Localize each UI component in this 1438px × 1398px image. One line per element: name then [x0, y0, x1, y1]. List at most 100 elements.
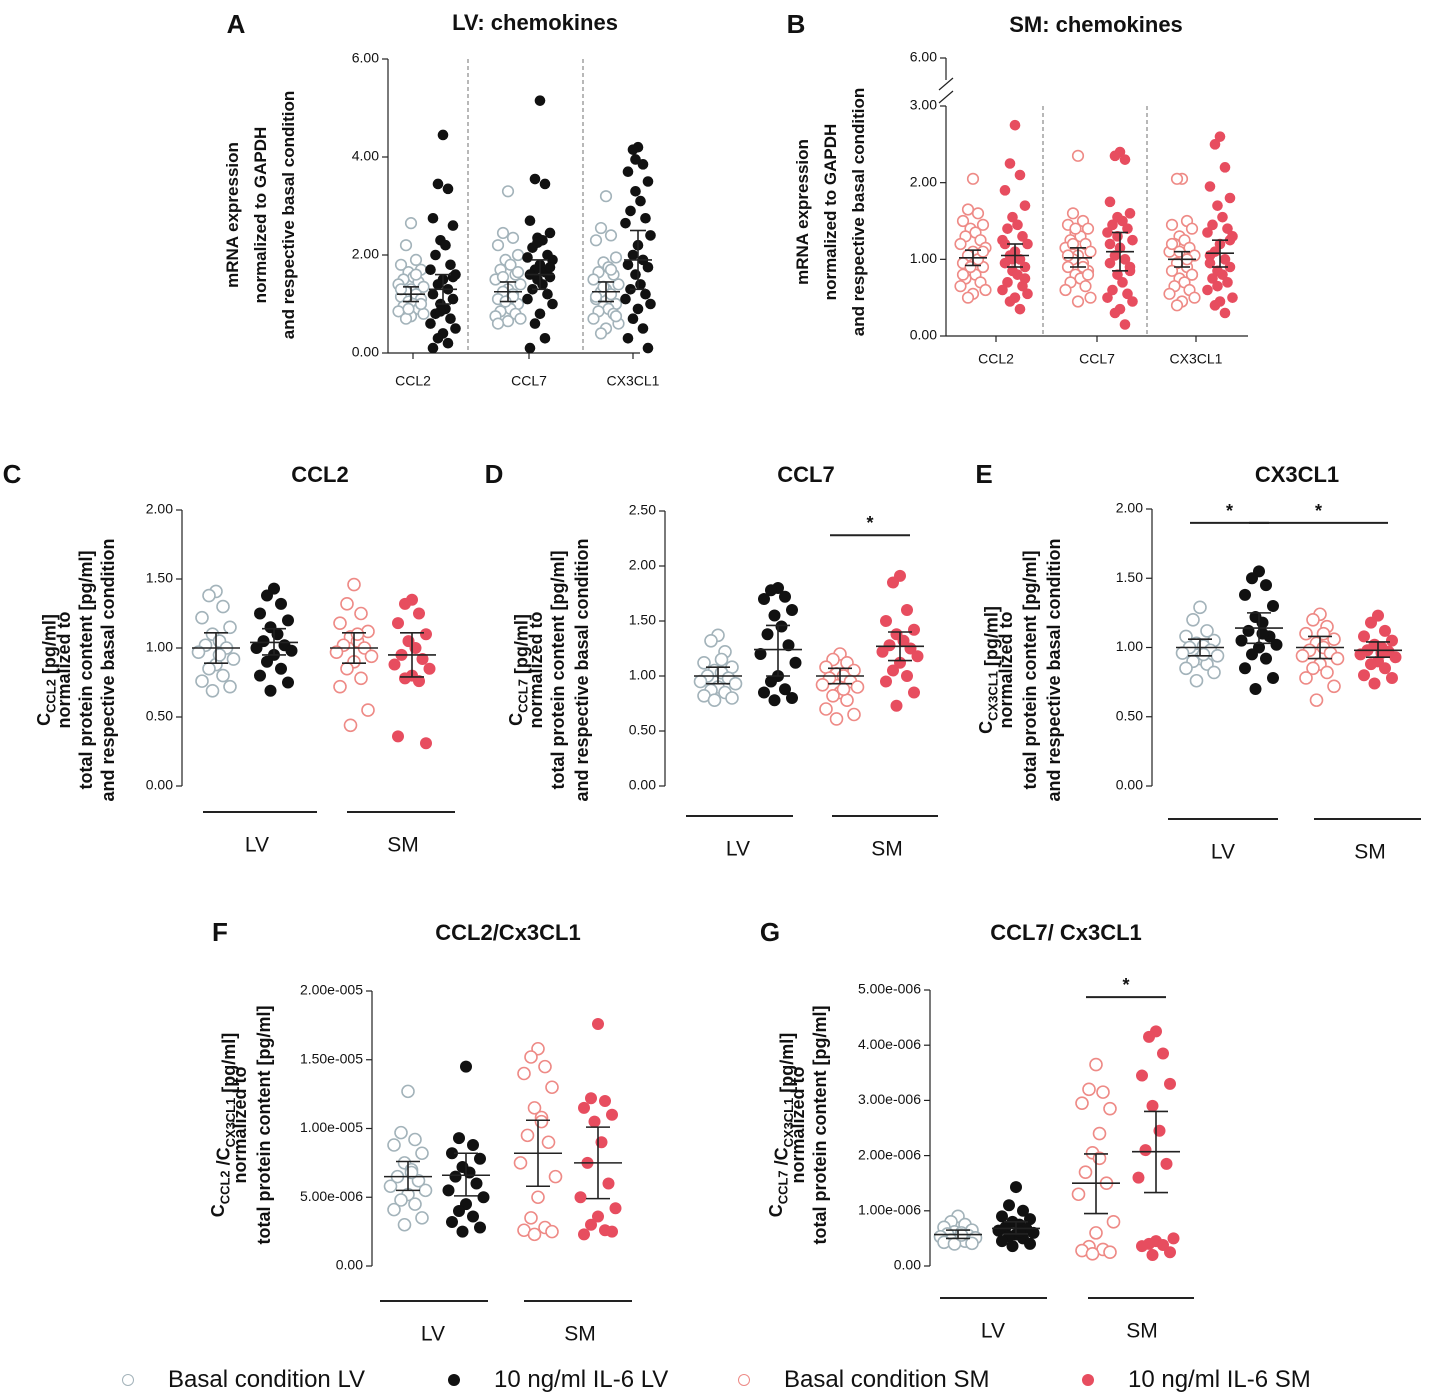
panel-e-point [1239, 588, 1251, 601]
panel-c-point [340, 597, 354, 611]
panel-a-point [627, 249, 639, 261]
panel-f-group-basal_lv [383, 1084, 433, 1232]
panel-f-point [387, 1138, 401, 1152]
panel-c-point [333, 679, 347, 694]
panel-f-point [418, 1183, 433, 1198]
panel-e-point [1193, 600, 1207, 615]
panel-a-letter: A [227, 9, 246, 39]
panel-f-point [585, 1218, 597, 1231]
panel-d-point [826, 688, 840, 703]
panel-b-point [1212, 280, 1223, 292]
panel-c-group-basal_lv [191, 584, 241, 698]
panel-g-group-label: SM [1126, 1320, 1158, 1343]
panel-a-x-tick-label: CX3CL1 [607, 373, 660, 389]
panel-b-group-il6_sm [1202, 131, 1238, 319]
panel-c-y-label: and respective basal condition [98, 538, 118, 801]
panel-b-point [1004, 158, 1016, 169]
panel-f-point [599, 1095, 611, 1107]
panel-a-point [597, 280, 610, 293]
panel-c-point [261, 589, 273, 602]
panel-e-point [1179, 629, 1193, 644]
panel-a-point [430, 249, 441, 261]
panel-g-point [1017, 1204, 1029, 1217]
panel-f-point [383, 1179, 398, 1194]
panel-e-group-label: LV [1211, 841, 1235, 864]
panel-f-point [477, 1191, 490, 1204]
panel-c-point [333, 616, 347, 630]
panel-e-y-tick-label: 1.50 [1116, 569, 1143, 585]
panel-f-point [588, 1115, 601, 1128]
panel-c-title: CCL2 [291, 462, 348, 487]
panel-f-point [524, 1050, 538, 1064]
panel-f-point [401, 1084, 415, 1099]
panel-a-point [620, 217, 631, 229]
panel-f-point [415, 1146, 429, 1161]
panel-a-point [394, 258, 408, 271]
panel-b-point [1217, 269, 1228, 280]
panel-b-point [1007, 211, 1018, 223]
legend-label-basal-sm: Basal condition SM [784, 1366, 990, 1393]
panel-c-y-label: normalized to [54, 611, 74, 728]
panel-a-point [537, 279, 548, 290]
panel-a-point [645, 298, 656, 310]
panel-b-break-label: 6.00 [910, 49, 937, 65]
panel-b-point [956, 214, 970, 228]
panel-a-point [399, 312, 413, 325]
panel-f-y-label: CCCL2 /CCX3CL1 [pg/ml] [208, 1033, 239, 1218]
panel-f-letter: F [212, 917, 228, 947]
panel-g-point [1106, 1215, 1121, 1229]
panel-f-point [527, 1101, 542, 1115]
panel-d-point [697, 655, 711, 670]
panel-b-y-tick-label: 1.00 [910, 250, 937, 266]
panel-b-point [961, 203, 975, 216]
panel-b-point [1002, 223, 1013, 234]
panel-f-point [517, 1066, 531, 1081]
panel-a-point [632, 303, 644, 315]
panel-e-point [1368, 677, 1381, 690]
panel-a-group-il6_lv [425, 129, 461, 354]
panel-f-point [578, 1101, 590, 1114]
panel-f-point [387, 1202, 401, 1217]
panel-e-point [1186, 612, 1200, 627]
panel-d-point [704, 633, 718, 648]
panel-g-point [996, 1210, 1008, 1223]
panel-b-point [1122, 288, 1133, 300]
panel-c-point [354, 671, 368, 686]
panel-d-group-il6_sm [876, 569, 924, 712]
panel-a-point [640, 212, 651, 224]
panel-b-point [1081, 268, 1095, 281]
panel-g-point [1078, 1165, 1093, 1179]
panel-d-point [707, 693, 722, 708]
panel-f-point [446, 1216, 458, 1228]
panel-f-point [397, 1217, 412, 1232]
panel-f-point [545, 1080, 559, 1095]
panel-g-point [1010, 1181, 1022, 1194]
panel-c-point [420, 737, 432, 750]
panel-a-point [409, 268, 423, 281]
panel-a-point [599, 190, 613, 203]
panel-g-point [1136, 1240, 1148, 1253]
panel-a-y-label: and respective basal condition [279, 91, 298, 339]
panel-d-group-il6_lv [754, 582, 802, 707]
panel-b-point [1119, 154, 1131, 165]
panel-g-point [992, 1224, 1005, 1237]
panel-b-point [1117, 215, 1128, 227]
panel-a-point [432, 333, 444, 344]
panel-a-point [504, 258, 517, 271]
panel-d-point [908, 623, 920, 636]
panel-d-point [725, 691, 739, 705]
panel-f-point [474, 1221, 486, 1234]
legend-marker-basal-lv [122, 1374, 134, 1386]
panel-g-point [1075, 1096, 1089, 1110]
panel-d-point [765, 584, 777, 597]
panel-c-y-tick-label: 0.50 [146, 708, 173, 724]
panel-b-point [1170, 299, 1184, 312]
panel-e-y-tick-label: 0.00 [1116, 777, 1143, 793]
panel-a-point [625, 205, 636, 217]
panel-a-point [501, 315, 515, 328]
panel-e-point [1365, 616, 1377, 629]
panel-a-group-il6_lv [522, 95, 558, 354]
panel-e-point [1260, 652, 1272, 665]
panel-g-point [1103, 1101, 1117, 1116]
panel-e-point [1235, 634, 1248, 647]
